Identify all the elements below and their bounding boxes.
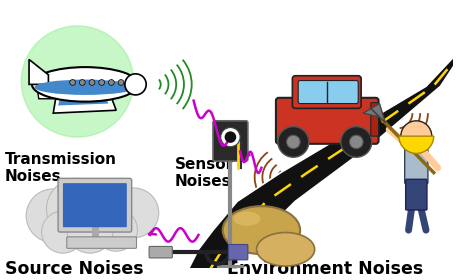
- FancyBboxPatch shape: [405, 142, 428, 184]
- Text: Source Noises: Source Noises: [5, 260, 143, 278]
- Polygon shape: [53, 84, 116, 113]
- Text: Transmission
Noises: Transmission Noises: [5, 152, 117, 184]
- Ellipse shape: [125, 74, 146, 95]
- Circle shape: [26, 189, 80, 242]
- FancyBboxPatch shape: [67, 237, 137, 248]
- Circle shape: [99, 80, 104, 85]
- Ellipse shape: [256, 232, 314, 266]
- Ellipse shape: [34, 80, 136, 95]
- Ellipse shape: [223, 206, 300, 254]
- Text: Sensor
Noises: Sensor Noises: [175, 157, 234, 190]
- Polygon shape: [363, 104, 385, 123]
- Circle shape: [22, 26, 133, 137]
- Polygon shape: [189, 57, 453, 269]
- Circle shape: [46, 178, 109, 240]
- Ellipse shape: [32, 67, 139, 102]
- FancyBboxPatch shape: [406, 179, 427, 210]
- FancyBboxPatch shape: [371, 102, 379, 136]
- Circle shape: [225, 131, 236, 143]
- Circle shape: [95, 209, 138, 251]
- Text: Environment Noises: Environment Noises: [227, 260, 423, 278]
- Circle shape: [341, 127, 372, 157]
- Polygon shape: [29, 59, 48, 84]
- Circle shape: [286, 135, 300, 149]
- Circle shape: [401, 121, 432, 151]
- FancyBboxPatch shape: [276, 98, 379, 144]
- Circle shape: [278, 127, 309, 157]
- Polygon shape: [58, 87, 109, 106]
- FancyBboxPatch shape: [63, 183, 127, 227]
- FancyBboxPatch shape: [58, 178, 132, 232]
- Circle shape: [350, 135, 363, 149]
- Circle shape: [118, 80, 124, 85]
- Circle shape: [109, 80, 114, 85]
- Circle shape: [70, 80, 75, 85]
- Wedge shape: [399, 136, 434, 153]
- FancyBboxPatch shape: [298, 81, 358, 104]
- Circle shape: [42, 211, 84, 253]
- Polygon shape: [37, 84, 56, 99]
- Circle shape: [109, 188, 159, 238]
- FancyBboxPatch shape: [292, 76, 361, 108]
- Circle shape: [221, 127, 240, 147]
- FancyBboxPatch shape: [149, 246, 172, 258]
- Ellipse shape: [234, 211, 260, 226]
- Circle shape: [80, 80, 85, 85]
- FancyBboxPatch shape: [213, 121, 248, 161]
- Circle shape: [77, 180, 136, 238]
- Circle shape: [67, 207, 113, 253]
- FancyBboxPatch shape: [228, 244, 248, 260]
- Circle shape: [89, 80, 95, 85]
